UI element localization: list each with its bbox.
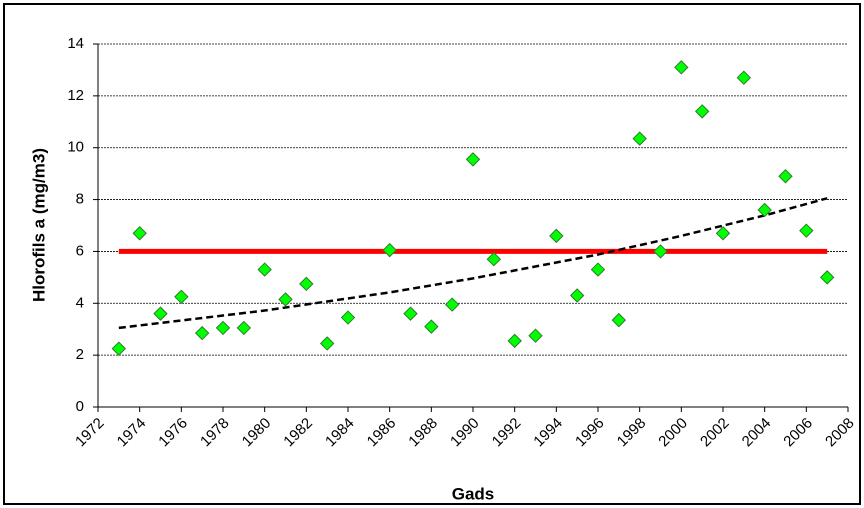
y-tick-label: 4 [76, 294, 84, 311]
marker [611, 312, 627, 328]
y-tick-label: 10 [67, 139, 84, 156]
marker [111, 341, 127, 356]
marker [694, 104, 710, 119]
marker [299, 276, 314, 292]
chart-frame [3, 3, 861, 505]
marker [653, 244, 668, 259]
y-tick-label: 12 [67, 87, 84, 104]
marker [340, 310, 356, 325]
marker [465, 152, 481, 167]
marker [778, 169, 793, 184]
marker [319, 336, 335, 351]
x-axis-label: Gads [452, 484, 495, 503]
marker [403, 306, 418, 321]
marker [715, 226, 731, 241]
marker [736, 70, 752, 85]
y-axis-label: Hlorofils a (mg/m3) [29, 148, 48, 302]
y-tick-label: 6 [76, 242, 84, 259]
y-tick-label: 2 [76, 346, 84, 363]
y-tick-label: 14 [67, 35, 84, 52]
marker [674, 60, 689, 75]
marker [528, 328, 543, 343]
marker [757, 202, 772, 218]
marker [215, 320, 231, 336]
marker [632, 131, 647, 146]
y-tick-label: 8 [76, 191, 84, 208]
marker [424, 319, 439, 334]
marker [132, 226, 147, 241]
marker [153, 306, 168, 321]
marker [278, 292, 293, 307]
marker [257, 262, 272, 277]
marker [194, 325, 210, 341]
marker [799, 223, 814, 238]
marker [590, 262, 606, 277]
marker [549, 228, 564, 244]
marker [236, 320, 252, 336]
marker [174, 289, 189, 305]
line [118, 197, 828, 330]
marker [507, 333, 522, 349]
marker [444, 297, 460, 312]
marker [486, 251, 502, 267]
marker [382, 242, 397, 258]
marker [819, 270, 835, 285]
y-tick-label: 0 [76, 398, 84, 415]
marker [569, 288, 585, 303]
